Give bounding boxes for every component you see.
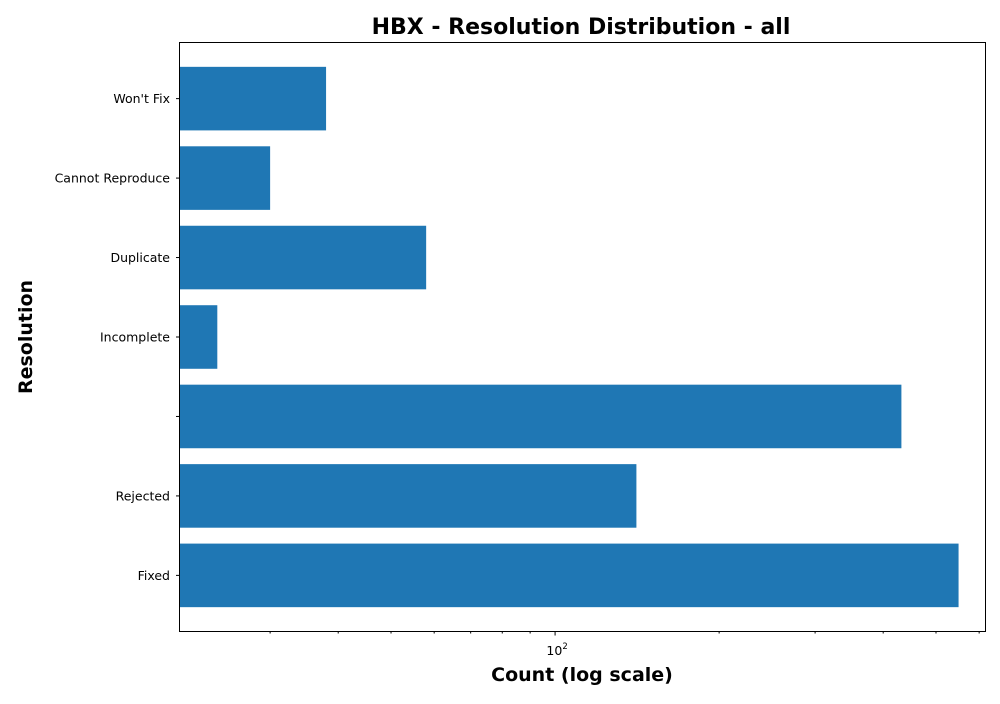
bar-cannot-reproduce [180,146,271,210]
y-tick-label-rejected: Rejected [116,488,170,503]
bar-unlabeled [180,384,902,449]
y-tick-label-cannot-reproduce: Cannot Reproduce [55,171,171,186]
chart-title: HBX - Resolution Distribution - all [372,15,791,40]
bar-incomplete [180,305,218,369]
ticks-group: Fixed Rejected Incomplete Duplicate Cannot R… [55,91,980,658]
x-axis-label: Count (log scale) [491,664,673,686]
y-tick-label-duplicate: Duplicate [110,250,170,265]
y-tick-label-won-t-fix: Won't Fix [113,91,170,106]
bars-group [180,66,959,608]
bar-duplicate [180,225,427,290]
y-tick-label-incomplete: Incomplete [100,330,170,345]
y-axis-label: Resolution [15,280,37,394]
x-tick-label: 102 [546,642,567,658]
plot-frame [179,42,986,632]
y-tick-label-fixed: Fixed [138,568,170,583]
bar-won-t-fix [180,66,327,131]
bar-rejected [180,464,637,528]
bar-fixed [180,543,959,608]
